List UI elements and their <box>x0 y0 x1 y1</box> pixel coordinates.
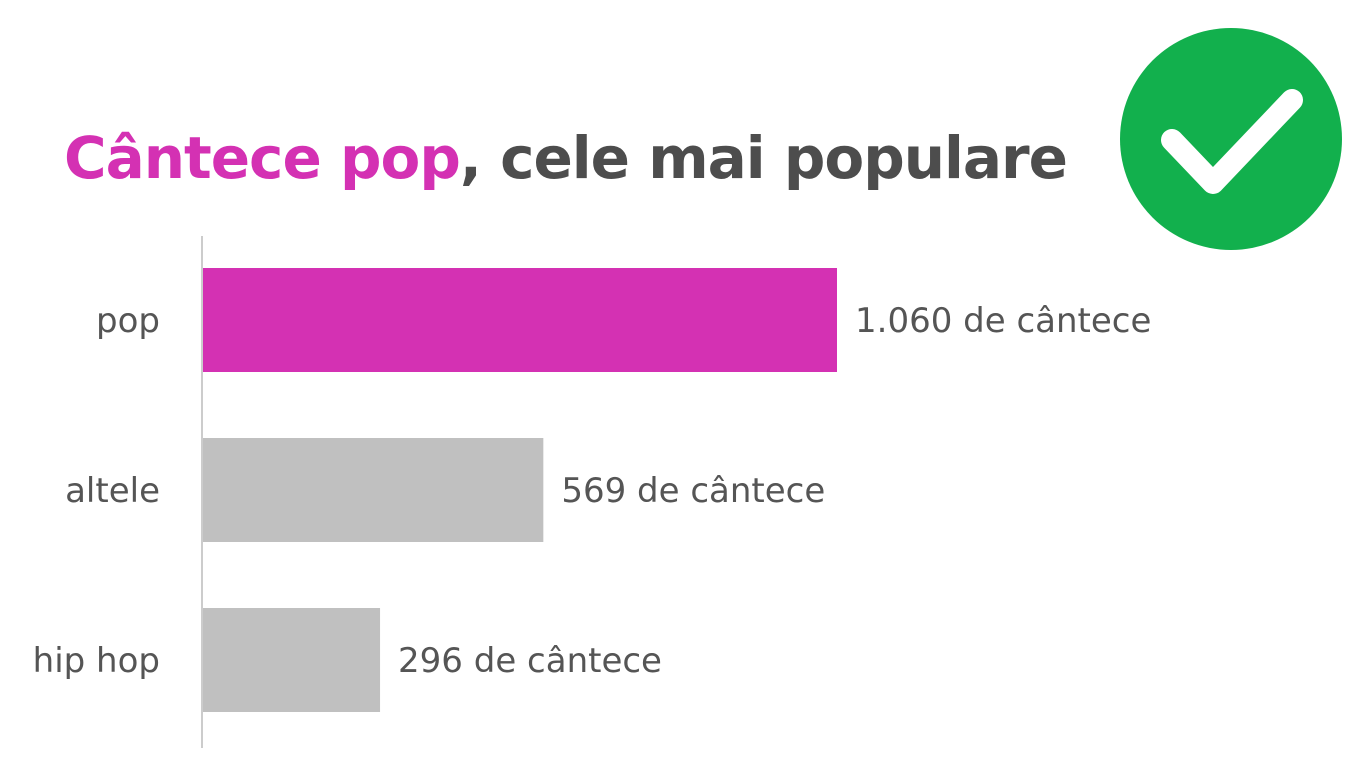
title-rest: , cele mai populare <box>459 124 1068 192</box>
bar-hip-hop <box>203 608 381 712</box>
value-label: 569 de cântece <box>561 471 825 511</box>
category-label: altele <box>65 471 160 511</box>
bar-altele <box>203 438 544 542</box>
chart-title: Cântece pop, cele mai populare <box>64 118 1068 198</box>
category-label: pop <box>96 301 160 341</box>
check-circle-icon <box>1120 28 1342 250</box>
bar-pop <box>203 268 837 372</box>
bars-group: pop 1.060 de cântece altele 569 de cântece h… <box>33 268 1151 712</box>
value-label: 1.060 de cântece <box>855 301 1151 341</box>
value-label: 296 de cântece <box>398 641 662 681</box>
title-highlight: Cântece pop <box>64 124 461 192</box>
category-label: hip hop <box>33 641 160 681</box>
